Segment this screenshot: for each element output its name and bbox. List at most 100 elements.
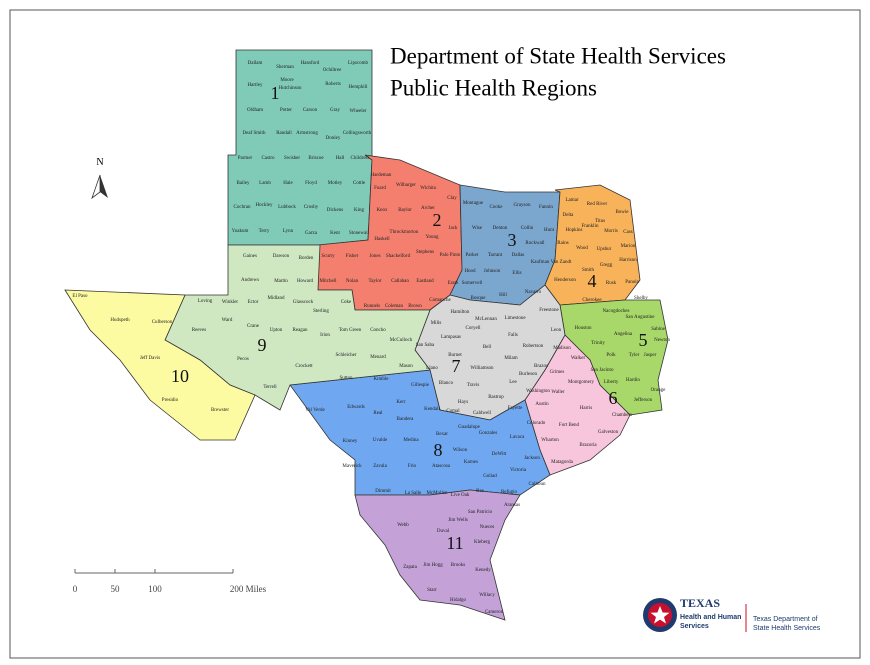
county-label: Fannin [539,205,553,210]
county-label: Bowie [615,210,629,215]
county-label: Floyd [305,181,317,186]
county-label: Callahan [391,279,409,284]
county-label: Brown [408,304,422,309]
county-label: Trinity [591,341,605,346]
county-label: Wharton [541,438,559,443]
scale-label: 200 Miles [230,584,267,594]
county-label: Parmer [238,156,253,161]
region-shape [64,289,256,441]
county-label: Yoakum [232,229,249,234]
logo-department: Texas Department of [753,616,818,623]
county-label: Somervell [462,281,483,286]
county-label: Burnet [448,353,462,358]
county-label: Madison [553,346,571,351]
county-label: Lamar [565,198,578,203]
county-label: San Patricio [468,510,493,515]
county-label: Dawson [273,254,290,259]
county-label: Newton [654,338,670,343]
county-label: Winkler [222,300,239,305]
county-label: Garza [305,231,318,236]
county-label: Delta [563,213,575,218]
county-label: Freestone [539,308,559,313]
county-label: Palo Pinto [440,253,461,258]
county-label: Gray [330,108,340,113]
county-label: Ellis [512,271,521,276]
county-label: Montague [463,201,484,206]
county-label: Henderson [554,278,576,283]
county-label: Hartley [248,83,263,88]
county-label: Hansford [301,61,320,66]
county-label: Howard [297,279,314,284]
county-label: Hunt [544,228,555,233]
county-label: Aransas [504,503,520,508]
county-label: Armstrong [296,131,318,136]
county-label: Waller [551,390,565,395]
county-label: Crosby [304,205,319,210]
county-label: Gonzales [479,431,498,436]
county-label: Moore [280,78,294,83]
county-label: Nueces [480,525,495,530]
county-label: Wise [472,226,483,231]
county-label: Live Oak [451,493,470,498]
county-label: Crockett [295,364,313,369]
county-label: Wilbarger [396,183,416,188]
county-label: Tyler [629,353,640,358]
county-label: Austin [535,402,549,407]
region-number: 8 [434,440,443,460]
county-label: Castro [261,156,275,161]
county-label: Martin [274,279,288,284]
county-label: McLennan [475,317,497,322]
logo-agency: Services [680,623,709,630]
county-label: Carson [303,108,318,113]
county-label: McCulloch [390,338,413,343]
county-label: Matagorda [551,460,573,465]
county-label: Karnes [464,460,478,465]
county-label: Runnels [364,304,380,309]
county-label: Duval [437,529,450,534]
scale-label: 100 [148,584,162,594]
county-label: Franklin [582,224,599,229]
region-number: 3 [508,230,517,250]
county-label: Rockwall [525,241,545,246]
county-label: Washington [526,389,550,394]
county-label: Culberson [152,320,173,325]
region-number: 2 [433,210,442,230]
region-number: 6 [609,388,618,408]
county-label: Haskell [374,237,390,242]
county-label: Dimmit [375,489,391,494]
county-label: Brazos [534,364,548,369]
county-label: Foard [374,186,386,191]
county-label: Andrews [241,278,259,283]
county-label: Morris [604,229,618,234]
county-label: Calhoun [529,482,546,487]
county-label: Concho [370,328,386,333]
county-label: Bosque [471,296,487,301]
county-label: Edwards [347,405,365,410]
region-number: 11 [446,533,463,553]
county-label: Hardeman [371,173,392,178]
county-label: McMullen [426,491,448,496]
county-label: Ector [248,300,259,305]
county-label: Jones [369,254,380,259]
county-label: Robertson [523,344,544,349]
county-label: Sherman [276,65,294,70]
county-label: Sabine [651,327,665,332]
region-number: 10 [171,366,189,386]
county-label: Blanco [439,381,454,386]
county-label: Cochran [234,205,251,210]
county-label: Val Verde [305,408,325,413]
county-label: Reeves [192,328,206,333]
county-label: Colorado [527,421,546,426]
county-label: Marion [621,244,636,249]
county-label: Hockley [256,203,273,208]
county-label: Hall [336,156,345,161]
region-shape [227,49,373,246]
county-label: Falls [508,333,518,338]
county-label: Briscoe [308,156,324,161]
scale-label: 50 [111,584,121,594]
county-label: Donley [326,136,341,141]
star [650,606,670,624]
county-label: Lipscomb [348,61,368,66]
region-number: 4 [588,271,597,291]
